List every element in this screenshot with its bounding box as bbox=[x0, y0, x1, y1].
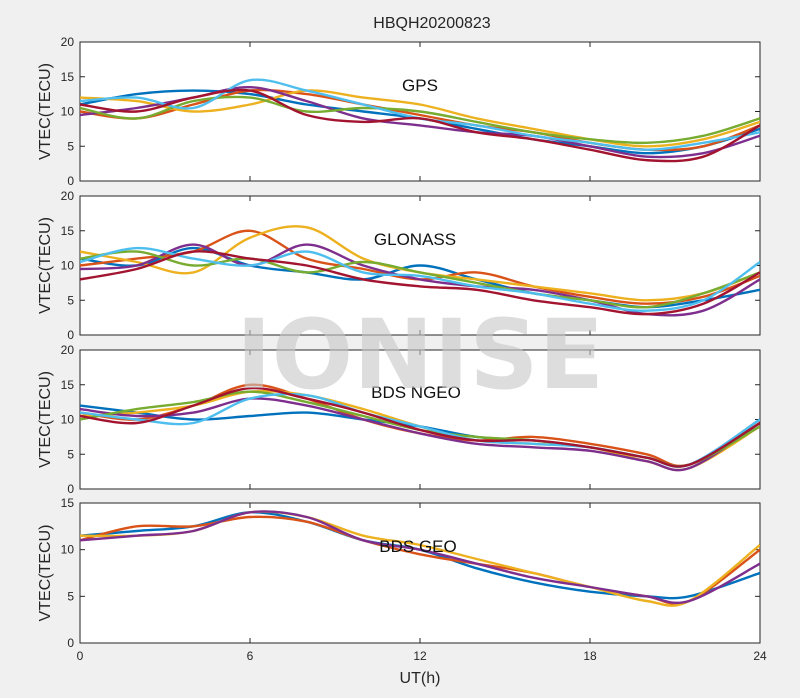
watermark: IONISE bbox=[236, 299, 604, 411]
y-tick-label: 10 bbox=[61, 543, 75, 557]
y-tick-label: 15 bbox=[61, 496, 75, 510]
series-line bbox=[80, 510, 760, 605]
series-line bbox=[80, 397, 760, 472]
x-tick-label: 0 bbox=[77, 649, 84, 663]
y-tick-label: 10 bbox=[61, 259, 75, 273]
series-line bbox=[80, 95, 760, 145]
x-axis-label: UT(h) bbox=[400, 670, 441, 687]
y-axis-label: VTEC(TECU) bbox=[37, 525, 54, 622]
series-line bbox=[80, 250, 760, 316]
y-tick-label: 15 bbox=[61, 70, 75, 84]
y-tick-label: 5 bbox=[67, 589, 74, 603]
plot-area bbox=[79, 502, 761, 644]
series-group bbox=[80, 510, 760, 607]
series-line bbox=[80, 250, 760, 309]
y-tick-label: 5 bbox=[67, 447, 74, 461]
panel-bds-geo: 0 5 10 15 VTEC(TECU) BDS GEO bbox=[37, 496, 761, 650]
y-axis-label: VTEC(TECU) bbox=[37, 217, 54, 314]
y-tick-label: 15 bbox=[61, 224, 75, 238]
x-axis-ticks: 0 6 12 18 24 bbox=[77, 649, 767, 663]
y-tick-label: 20 bbox=[61, 343, 75, 357]
figure-title: HBQH20200823 bbox=[373, 15, 491, 32]
series-line bbox=[80, 89, 760, 148]
x-tick-label: 18 bbox=[583, 649, 597, 663]
series-line bbox=[80, 246, 760, 312]
series-line bbox=[80, 386, 760, 468]
panel-label: GLONASS bbox=[374, 230, 456, 249]
y-tick-label: 5 bbox=[67, 139, 74, 153]
y-tick-label: 20 bbox=[61, 189, 75, 203]
panel-bds-ngeo: 0 5 10 15 20 VTEC(TECU) BDS NGEO bbox=[37, 343, 761, 496]
panel-glonass: 0 5 10 15 20 VTEC(TECU) GLONASS bbox=[37, 189, 761, 342]
y-tick-label: 20 bbox=[61, 35, 75, 49]
series-group bbox=[80, 225, 760, 317]
panel-gps: 0 5 10 15 20 VTEC(TECU) GPS bbox=[37, 35, 761, 188]
y-tick-label: 0 bbox=[67, 636, 74, 650]
x-tick-label: 6 bbox=[247, 649, 254, 663]
x-tick-label: 24 bbox=[753, 649, 767, 663]
series-group bbox=[80, 78, 760, 163]
y-tick-label: 0 bbox=[67, 174, 74, 188]
y-tick-label: 10 bbox=[61, 105, 75, 119]
x-tick-label: 12 bbox=[413, 649, 427, 663]
y-axis-label: VTEC(TECU) bbox=[37, 371, 54, 468]
panel-label: BDS GEO bbox=[379, 537, 456, 556]
panel-label: BDS NGEO bbox=[371, 383, 461, 402]
y-tick-label: 0 bbox=[67, 328, 74, 342]
panels-container: 0 5 10 15 20 VTEC(TECU) GPS 0 5 10 15 20 VTEC(TECU) G… bbox=[37, 35, 761, 650]
y-axis-label: VTEC(TECU) bbox=[37, 63, 54, 160]
y-tick-label: 5 bbox=[67, 293, 74, 307]
y-tick-label: 0 bbox=[67, 482, 74, 496]
panel-label: GPS bbox=[402, 76, 438, 95]
y-tick-label: 15 bbox=[61, 378, 75, 392]
series-group bbox=[80, 383, 760, 472]
series-line bbox=[80, 88, 760, 163]
y-tick-label: 10 bbox=[61, 413, 75, 427]
